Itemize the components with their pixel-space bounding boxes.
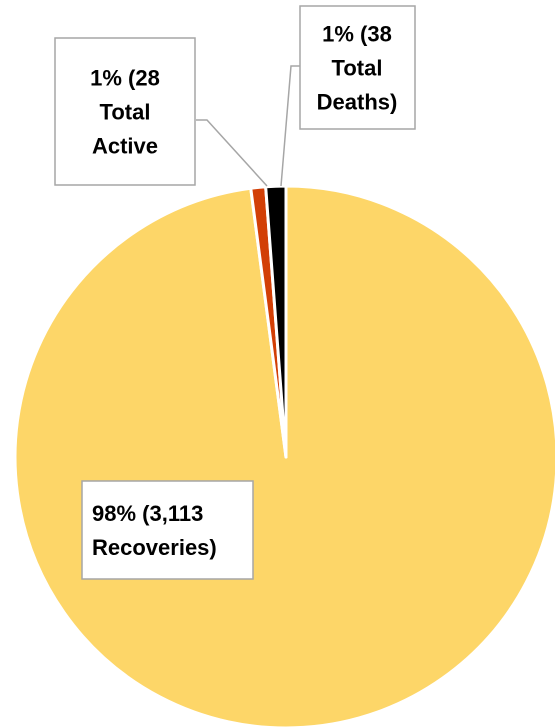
leader-line bbox=[196, 119, 268, 187]
pie-slices bbox=[13, 184, 555, 728]
label-line: 1% (38 bbox=[322, 22, 392, 47]
label-active: 1% (28 Total Active bbox=[54, 37, 196, 186]
leader-line bbox=[280, 65, 300, 187]
leader-lines bbox=[196, 65, 300, 187]
label-line: 98% (3,113 bbox=[92, 501, 203, 526]
label-line: Total bbox=[332, 56, 383, 81]
label-box bbox=[81, 480, 254, 580]
label-line: Recoveries) bbox=[92, 535, 217, 560]
label-line: Active bbox=[92, 134, 158, 159]
label-line: Deaths) bbox=[317, 90, 398, 115]
slice-deaths bbox=[264, 184, 288, 459]
label-recoveries: 98% (3,113 Recoveries) bbox=[81, 480, 254, 580]
label-box bbox=[299, 5, 416, 130]
label-deaths: 1% (38 Total Deaths) bbox=[299, 5, 416, 130]
label-box bbox=[54, 37, 196, 186]
label-line: Total bbox=[100, 100, 151, 125]
label-line: 1% (28 bbox=[90, 66, 160, 91]
